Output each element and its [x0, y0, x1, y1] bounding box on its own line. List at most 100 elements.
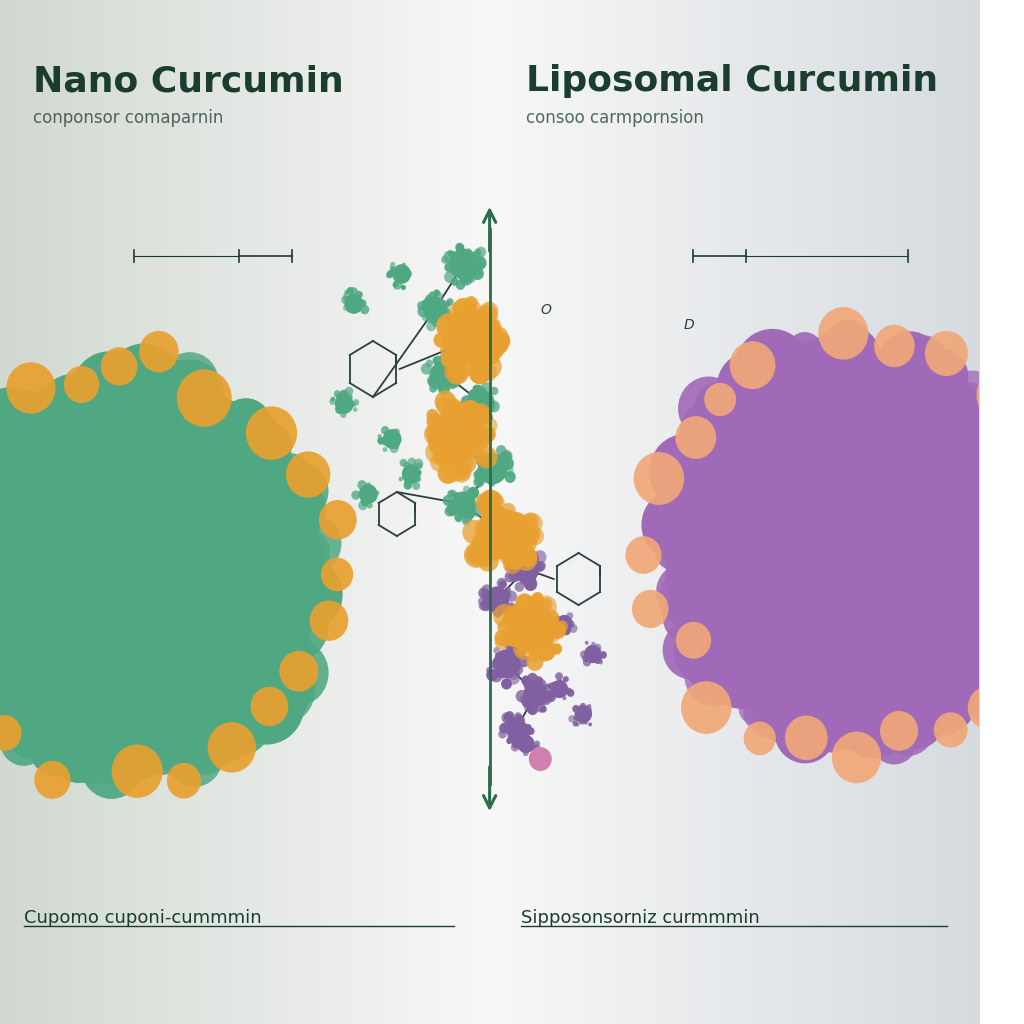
Circle shape — [176, 386, 218, 429]
Circle shape — [682, 398, 744, 464]
Circle shape — [949, 671, 979, 702]
Circle shape — [977, 366, 1024, 425]
Circle shape — [845, 639, 901, 697]
Circle shape — [276, 521, 318, 566]
Circle shape — [471, 267, 484, 280]
Circle shape — [771, 681, 829, 742]
Circle shape — [386, 272, 392, 279]
Circle shape — [461, 265, 474, 280]
Circle shape — [787, 370, 827, 413]
Circle shape — [262, 540, 292, 570]
Circle shape — [485, 587, 509, 611]
Circle shape — [500, 461, 506, 468]
Circle shape — [718, 640, 766, 690]
Circle shape — [455, 367, 467, 379]
Circle shape — [892, 375, 968, 455]
Circle shape — [482, 429, 495, 442]
Circle shape — [526, 527, 544, 545]
Circle shape — [100, 399, 144, 445]
Circle shape — [358, 492, 365, 498]
Circle shape — [34, 761, 71, 799]
Circle shape — [234, 557, 284, 609]
Circle shape — [357, 480, 367, 489]
Circle shape — [349, 294, 354, 300]
Circle shape — [541, 645, 555, 660]
Circle shape — [0, 450, 59, 512]
Circle shape — [508, 554, 514, 560]
Circle shape — [240, 674, 276, 712]
Circle shape — [831, 732, 882, 783]
Circle shape — [404, 480, 409, 484]
Circle shape — [112, 744, 163, 798]
Circle shape — [447, 379, 457, 389]
Circle shape — [758, 373, 820, 438]
Circle shape — [196, 420, 267, 495]
Circle shape — [904, 620, 952, 670]
Circle shape — [827, 681, 890, 746]
Circle shape — [116, 350, 186, 423]
Circle shape — [214, 433, 283, 504]
Circle shape — [588, 708, 592, 713]
Circle shape — [898, 640, 948, 692]
Circle shape — [436, 314, 458, 337]
Circle shape — [939, 527, 976, 565]
Circle shape — [921, 612, 996, 691]
Circle shape — [566, 629, 570, 633]
Circle shape — [204, 657, 259, 716]
Circle shape — [223, 502, 263, 544]
Circle shape — [96, 418, 140, 464]
Circle shape — [935, 390, 984, 440]
Circle shape — [814, 691, 849, 727]
Circle shape — [220, 398, 272, 453]
Circle shape — [0, 563, 25, 596]
Circle shape — [499, 581, 507, 589]
Circle shape — [518, 727, 528, 737]
Circle shape — [799, 669, 858, 730]
Circle shape — [335, 404, 344, 414]
Circle shape — [510, 659, 521, 672]
Circle shape — [0, 505, 11, 558]
Circle shape — [993, 612, 1024, 666]
Circle shape — [480, 599, 493, 611]
Circle shape — [161, 352, 219, 414]
Circle shape — [505, 571, 515, 583]
Circle shape — [551, 643, 562, 654]
Circle shape — [476, 247, 486, 257]
Circle shape — [469, 403, 492, 426]
Circle shape — [719, 413, 770, 467]
Circle shape — [495, 663, 504, 672]
Circle shape — [0, 589, 10, 629]
Circle shape — [476, 446, 498, 469]
Circle shape — [478, 319, 502, 345]
Circle shape — [480, 601, 489, 611]
Circle shape — [222, 529, 254, 561]
Circle shape — [938, 382, 1000, 447]
Circle shape — [381, 438, 386, 443]
Circle shape — [223, 423, 262, 464]
Circle shape — [247, 422, 292, 469]
Circle shape — [474, 547, 494, 566]
Circle shape — [55, 374, 97, 418]
Circle shape — [452, 343, 464, 355]
Circle shape — [487, 600, 499, 612]
Circle shape — [523, 682, 530, 689]
Circle shape — [179, 700, 227, 751]
Circle shape — [265, 640, 329, 707]
Circle shape — [490, 387, 499, 395]
Circle shape — [987, 499, 1024, 559]
Circle shape — [593, 644, 601, 652]
Circle shape — [666, 483, 695, 515]
Circle shape — [725, 557, 776, 610]
Circle shape — [769, 677, 798, 707]
Circle shape — [440, 359, 454, 373]
Circle shape — [75, 378, 121, 427]
Circle shape — [343, 304, 349, 311]
Circle shape — [688, 616, 732, 662]
Circle shape — [984, 609, 1013, 640]
Circle shape — [786, 332, 822, 370]
Circle shape — [0, 675, 37, 716]
Circle shape — [584, 721, 588, 725]
Circle shape — [692, 418, 755, 483]
Circle shape — [34, 685, 105, 760]
Circle shape — [802, 331, 876, 408]
